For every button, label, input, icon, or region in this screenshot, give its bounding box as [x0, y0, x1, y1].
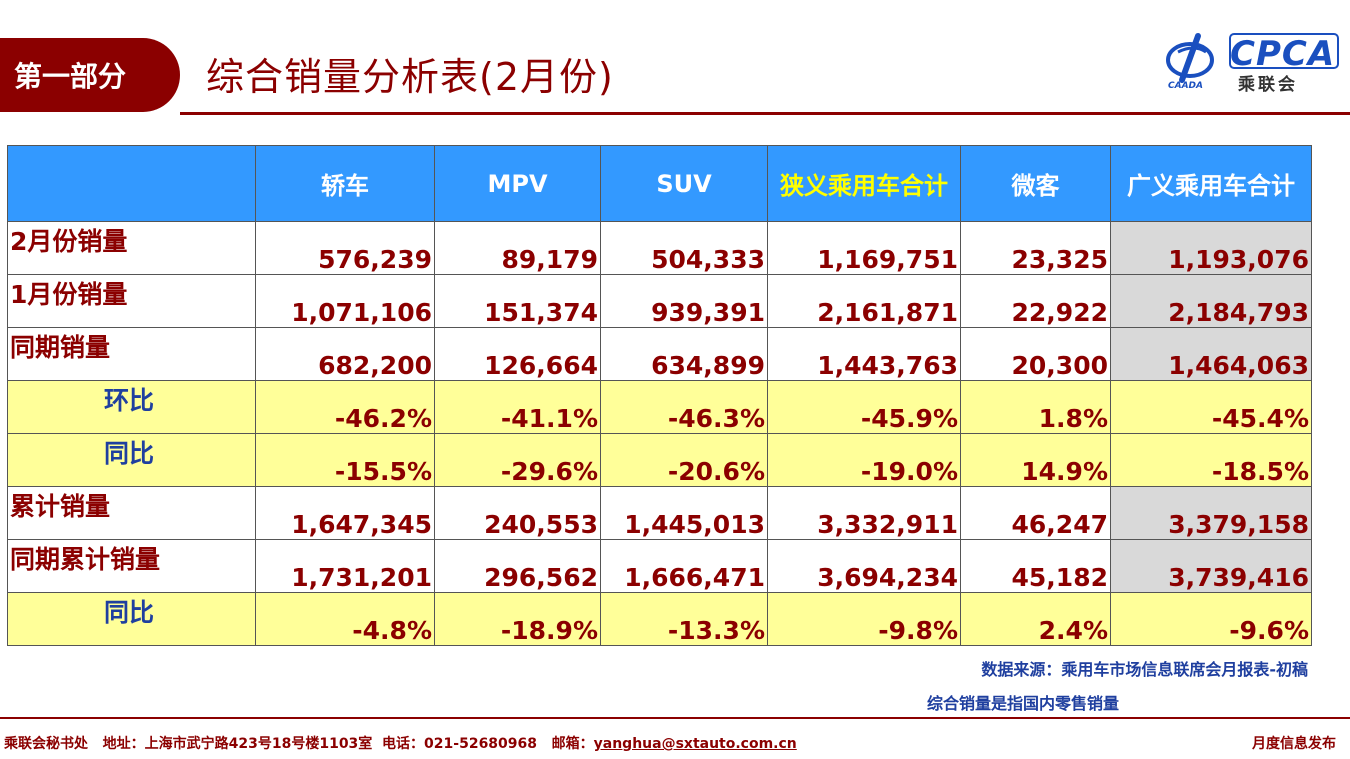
cell: 3,332,911 [767, 486, 961, 540]
cell: 1,193,076 [1110, 221, 1312, 275]
logo-sub-text: 乘联会 [1238, 75, 1298, 95]
table-row: 2月份销量 576,239 89,179 504,333 1,169,751 2… [7, 221, 1312, 275]
footer-right-label: 月度信息发布 [1252, 736, 1336, 752]
table-row: 累计销量 1,647,345 240,553 1,445,013 3,332,9… [7, 486, 1312, 540]
row-label: 同比 [7, 592, 256, 646]
cell: 3,379,158 [1110, 486, 1312, 540]
cell: 3,694,234 [767, 539, 961, 593]
cell: -45.4% [1110, 380, 1312, 434]
cpca-logo-icon: CAADA [1166, 33, 1339, 91]
cell: 1,464,063 [1110, 327, 1312, 381]
row-label: 1月份销量 [7, 274, 256, 328]
cell: 240,553 [434, 486, 601, 540]
table-row: 同比 -4.8% -18.9% -13.3% -9.8% 2.4% -9.6% [7, 592, 1312, 646]
cell: 576,239 [255, 221, 435, 275]
table-row: 同比 -15.5% -29.6% -20.6% -19.0% 14.9% -18… [7, 433, 1312, 487]
cell: -4.8% [255, 592, 435, 646]
row-label: 同比 [7, 433, 256, 487]
table-row: 1月份销量 1,071,106 151,374 939,391 2,161,87… [7, 274, 1312, 328]
table-header-row: 轿车 MPV SUV 狭义乘用车合计 微客 广义乘用车合计 [7, 145, 1312, 222]
data-source-note: 数据来源：乘用车市场信息联席会月报表-初稿 [981, 660, 1308, 679]
cell: -19.0% [767, 433, 961, 487]
row-label: 累计销量 [7, 486, 256, 540]
footer-email-label: 邮箱： [551, 736, 594, 752]
cell: 14.9% [960, 433, 1111, 487]
cell: 23,325 [960, 221, 1111, 275]
sales-table: 轿车 MPV SUV 狭义乘用车合计 微客 广义乘用车合计 2月份销量 576,… [7, 145, 1312, 646]
row-label: 2月份销量 [7, 221, 256, 275]
table-row: 同期销量 682,200 126,664 634,899 1,443,763 2… [7, 327, 1312, 381]
cell: 46,247 [960, 486, 1111, 540]
cell: -18.9% [434, 592, 601, 646]
cell: 1,443,763 [767, 327, 961, 381]
cell: 20,300 [960, 327, 1111, 381]
section-label: 第一部分 [14, 60, 127, 93]
cell: 1,071,106 [255, 274, 435, 328]
header-mini-bus: 微客 [960, 145, 1111, 222]
row-label: 同期销量 [7, 327, 256, 381]
footer-phone: 电话：021-52680968 [382, 736, 538, 752]
cell: 89,179 [434, 221, 601, 275]
cell: 1,666,471 [600, 539, 768, 593]
table-row: 同期累计销量 1,731,201 296,562 1,666,471 3,694… [7, 539, 1312, 593]
header-corner [7, 145, 256, 222]
row-label: 同期累计销量 [7, 539, 256, 593]
header-narrow-total: 狭义乘用车合计 [767, 145, 961, 222]
page-title: 综合销量分析表(2月份) [206, 55, 614, 99]
cell: 634,899 [600, 327, 768, 381]
cell: 2,184,793 [1110, 274, 1312, 328]
cell: -29.6% [434, 433, 601, 487]
footer-contact: 乘联会秘书处 地址：上海市武宁路423号18号楼1103室 电话：021-526… [4, 733, 797, 753]
cell: 2.4% [960, 592, 1111, 646]
cell: -45.9% [767, 380, 961, 434]
logo-small-text: CAADA [1168, 81, 1203, 91]
cell: 939,391 [600, 274, 768, 328]
cell: 296,562 [434, 539, 601, 593]
header-suv: SUV [600, 145, 768, 222]
cell: -9.8% [767, 592, 961, 646]
cell: 1,731,201 [255, 539, 435, 593]
cell: 3,739,416 [1110, 539, 1312, 593]
cell: 1,445,013 [600, 486, 768, 540]
cell: -15.5% [255, 433, 435, 487]
cell: 1.8% [960, 380, 1111, 434]
cell: 504,333 [600, 221, 768, 275]
header-broad-total: 广义乘用车合计 [1110, 145, 1312, 222]
cell: 1,169,751 [767, 221, 961, 275]
footer-org: 乘联会秘书处 [4, 736, 88, 752]
header-divider [180, 112, 1350, 115]
cell: 2,161,871 [767, 274, 961, 328]
cell: -18.5% [1110, 433, 1312, 487]
footer-divider [0, 717, 1350, 719]
table-row: 环比 -46.2% -41.1% -46.3% -45.9% 1.8% -45.… [7, 380, 1312, 434]
cell: -46.3% [600, 380, 768, 434]
row-label: 环比 [7, 380, 256, 434]
definition-note: 综合销量是指国内零售销量 [927, 694, 1120, 713]
cell: -46.2% [255, 380, 435, 434]
footer-address: 地址：上海市武宁路423号18号楼1103室 [102, 736, 373, 752]
cell: 682,200 [255, 327, 435, 381]
footer-email-link[interactable]: yanghua@sxtauto.com.cn [593, 736, 797, 752]
cell: 151,374 [434, 274, 601, 328]
cell: 126,664 [434, 327, 601, 381]
logo-main-text: CPCA [1230, 34, 1336, 74]
header-mpv: MPV [434, 145, 601, 222]
section-tab: 第一部分 [0, 38, 180, 112]
cell: 1,647,345 [255, 486, 435, 540]
header-sedan: 轿车 [255, 145, 435, 222]
cell: -20.6% [600, 433, 768, 487]
cell: 45,182 [960, 539, 1111, 593]
cell: -41.1% [434, 380, 601, 434]
cell: -13.3% [600, 592, 768, 646]
cell: -9.6% [1110, 592, 1312, 646]
cell: 22,922 [960, 274, 1111, 328]
